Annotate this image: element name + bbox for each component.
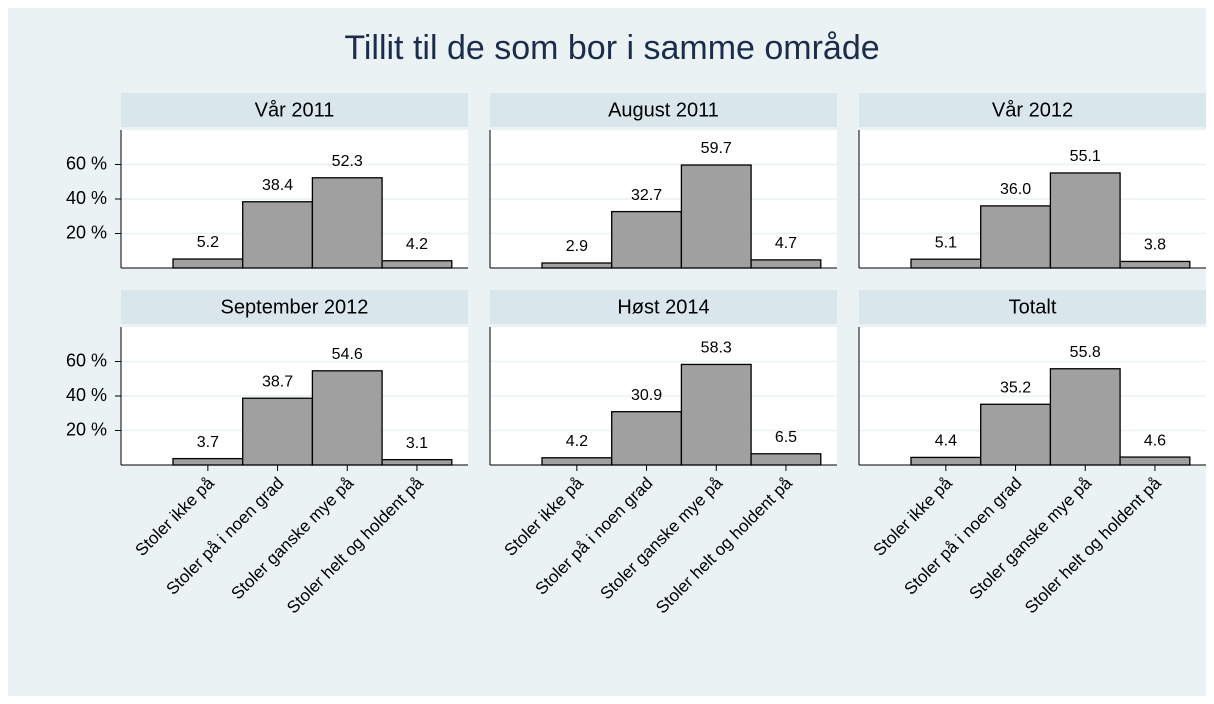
bar (172, 457, 244, 466)
bar (980, 205, 1052, 269)
panel-header (859, 290, 1206, 324)
value-label: 58.3 (701, 340, 732, 357)
value-label: 59.7 (701, 140, 732, 157)
bar (1119, 456, 1191, 466)
value-label: 52.3 (332, 153, 363, 170)
value-label: 54.6 (332, 346, 363, 363)
panel-header (490, 290, 837, 324)
y-tick-label: 40 % (66, 188, 107, 208)
bar (242, 201, 314, 269)
bar (541, 262, 613, 269)
panel-title: September 2012 (221, 296, 369, 318)
value-label: 4.4 (935, 433, 957, 450)
value-label: 38.7 (262, 373, 293, 390)
value-label: 55.8 (1070, 344, 1101, 361)
y-tick-label: 60 % (66, 350, 107, 370)
value-label: 3.7 (197, 434, 219, 451)
y-tick-label: 20 % (66, 222, 107, 242)
y-tick-label: 40 % (66, 385, 107, 405)
panel-header (490, 93, 837, 127)
value-label: 5.2 (197, 234, 219, 251)
value-label: 4.2 (406, 236, 428, 253)
chart-title: Tillit til de som bor i samme område (344, 29, 879, 67)
bar (381, 260, 453, 269)
panel-title: Høst 2014 (617, 296, 709, 318)
value-label: 4.7 (775, 235, 797, 252)
panel-title: August 2011 (608, 99, 719, 121)
bar (172, 258, 244, 269)
value-label: 30.9 (631, 387, 662, 404)
value-label: 36.0 (1000, 181, 1031, 198)
value-label: 38.4 (262, 177, 293, 194)
value-label: 4.2 (566, 433, 588, 450)
bar (1049, 368, 1121, 466)
value-label: 32.7 (631, 187, 662, 204)
value-label: 5.1 (935, 234, 957, 251)
bar (1119, 260, 1191, 269)
panel-title: Totalt (1009, 296, 1057, 318)
value-label: 55.1 (1070, 148, 1101, 165)
value-label: 4.6 (1144, 432, 1166, 449)
value-label: 6.5 (775, 429, 797, 446)
panel-header (121, 290, 468, 324)
bar (910, 258, 982, 269)
value-label: 3.8 (1144, 237, 1166, 254)
bar (611, 210, 683, 269)
value-label: 3.1 (406, 435, 428, 452)
bar (680, 164, 752, 269)
bar (311, 177, 383, 269)
y-tick-label: 20 % (66, 419, 107, 439)
bar (541, 457, 613, 466)
panel-title: Vår 2011 (255, 99, 335, 121)
bar (381, 459, 453, 466)
panel-title: Vår 2012 (992, 99, 1073, 121)
value-label: 35.2 (1000, 379, 1031, 396)
value-label: 2.9 (566, 238, 588, 255)
bar (750, 453, 822, 466)
bar (910, 456, 982, 466)
bar (750, 259, 822, 269)
y-tick-label: 60 % (66, 153, 107, 173)
bar (980, 403, 1052, 466)
panel-header (121, 93, 468, 127)
bar (1049, 172, 1121, 269)
panel-header (859, 93, 1206, 127)
bar (311, 370, 383, 466)
bar (680, 363, 752, 466)
bar (242, 397, 314, 466)
bar (611, 411, 683, 466)
